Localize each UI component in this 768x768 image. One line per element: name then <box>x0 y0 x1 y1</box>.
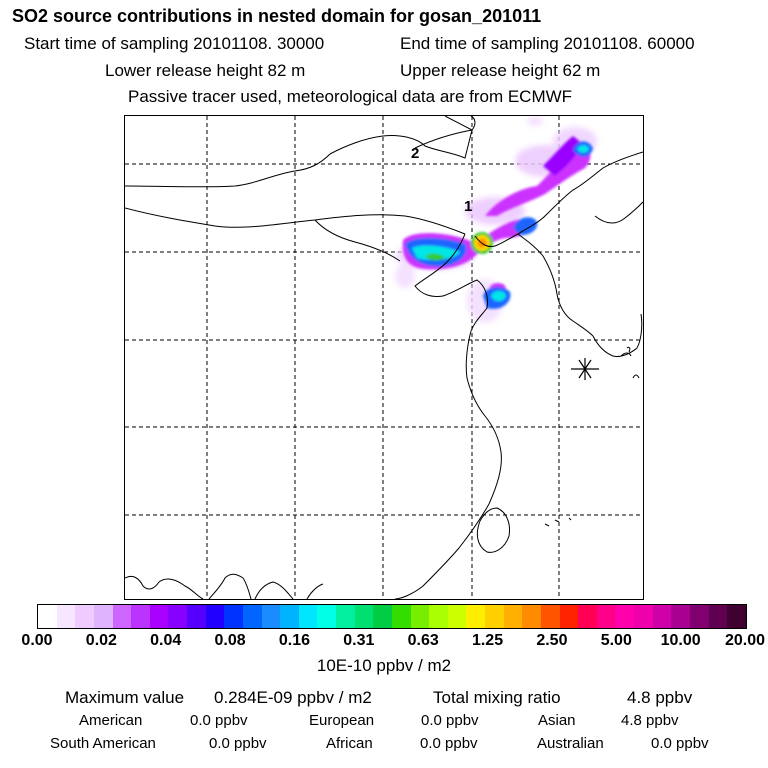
colorbar-segment <box>261 605 281 628</box>
colorbar-segment <box>503 605 523 628</box>
region-value: 4.8 ppbv <box>621 712 679 729</box>
trajectory-marker-1: 1 <box>464 198 472 215</box>
colorbar-segment <box>56 605 76 628</box>
colorbar-segment <box>466 605 485 628</box>
colorbar-tick-label: 0.16 <box>278 632 311 649</box>
colorbar-segment <box>168 605 187 628</box>
colorbar-segment <box>149 605 169 628</box>
region-value: 0.0 ppbv <box>420 735 478 752</box>
map-canvas: 2 1 <box>125 116 643 599</box>
colorbar-segment <box>317 605 336 628</box>
region-value: 0.0 ppbv <box>651 735 709 752</box>
so2-plume <box>395 116 597 323</box>
region-name: Australian <box>537 735 604 752</box>
colorbar-segment <box>38 605 57 628</box>
colorbar-segment <box>652 605 672 628</box>
colorbar-segment <box>485 605 504 628</box>
region-value: 0.0 ppbv <box>421 712 479 729</box>
tracer-note: Passive tracer used, meteorological data… <box>128 87 573 106</box>
colorbar-segment <box>280 605 299 628</box>
colorbar-segment <box>205 605 225 628</box>
grid-lines <box>125 116 643 599</box>
colorbar-segment <box>391 605 411 628</box>
colorbar-tick-label: 0.02 <box>85 632 117 649</box>
upper-release-height-label: Upper release height 62 m <box>400 61 601 80</box>
colorbar-segment <box>224 605 243 628</box>
colorbar-segment <box>727 605 746 628</box>
end-time-label: End time of sampling 20101108. 60000 <box>400 34 695 53</box>
colorbar-tick-label: 0.08 <box>214 632 246 649</box>
colorbar-segment <box>354 605 374 628</box>
map-panel: 2 1 <box>124 115 644 600</box>
colorbar-tick-label: 0.31 <box>343 632 375 649</box>
colorbar-tick-label: 0.04 <box>150 632 182 649</box>
colorbar-segment <box>522 605 541 628</box>
total-mixing-value: 4.8 ppbv <box>627 688 693 707</box>
colorbar-segment <box>336 605 355 628</box>
colorbar-tick-label: 0.63 <box>407 632 439 649</box>
region-name: African <box>326 735 373 752</box>
colorbar-segment <box>429 605 448 628</box>
colorbar-segment <box>447 605 467 628</box>
start-time-label: Start time of sampling 20101108. 30000 <box>24 34 325 53</box>
colorbar-segment <box>634 605 653 628</box>
max-value: 0.284E-09 ppbv / m2 <box>214 688 372 707</box>
colorbar-segment <box>689 605 709 628</box>
colorbar-segment <box>93 605 113 628</box>
colorbar-segment <box>112 605 132 628</box>
colorbar-tick-label: 20.00 <box>724 632 766 649</box>
colorbar-segment <box>242 605 262 628</box>
region-name: Asian <box>538 712 576 729</box>
total-mixing-label: Total mixing ratio <box>433 688 561 707</box>
lower-release-height-label: Lower release height 82 m <box>105 61 306 80</box>
region-value: 0.0 ppbv <box>190 712 248 729</box>
region-name: American <box>79 712 143 729</box>
colorbar-segment <box>671 605 690 628</box>
colorbar-segment <box>187 605 206 628</box>
colorbar-unit: 10E-10 ppbv / m2 <box>316 656 452 675</box>
plot-title: SO2 source contributions in nested domai… <box>12 6 542 26</box>
colorbar-segment <box>596 605 616 628</box>
coastlines <box>125 116 643 599</box>
colorbar-segment <box>131 605 150 628</box>
colorbar-segment <box>708 605 728 628</box>
colorbar-tick-label: 1.25 <box>471 632 504 649</box>
colorbar-segment <box>578 605 597 628</box>
colorbar-tick-label: 2.50 <box>536 632 568 649</box>
trajectory-marker-2: 2 <box>411 145 419 162</box>
region-name: South American <box>50 735 156 752</box>
colorbar-segment <box>298 605 318 628</box>
colorbar <box>37 604 747 629</box>
colorbar-segment <box>410 605 430 628</box>
colorbar-segment <box>373 605 392 628</box>
colorbar-tick-label: 10.00 <box>660 632 701 649</box>
colorbar-tick-label: 5.00 <box>600 632 632 649</box>
colorbar-tick-label: 0.00 <box>21 632 53 649</box>
colorbar-segment <box>75 605 94 628</box>
receptor-star-icon <box>571 358 599 380</box>
colorbar-segment <box>615 605 634 628</box>
colorbar-segment <box>540 605 560 628</box>
region-value: 0.0 ppbv <box>209 735 267 752</box>
colorbar-segment <box>559 605 579 628</box>
max-value-label: Maximum value <box>65 688 185 707</box>
region-name: European <box>309 712 375 729</box>
